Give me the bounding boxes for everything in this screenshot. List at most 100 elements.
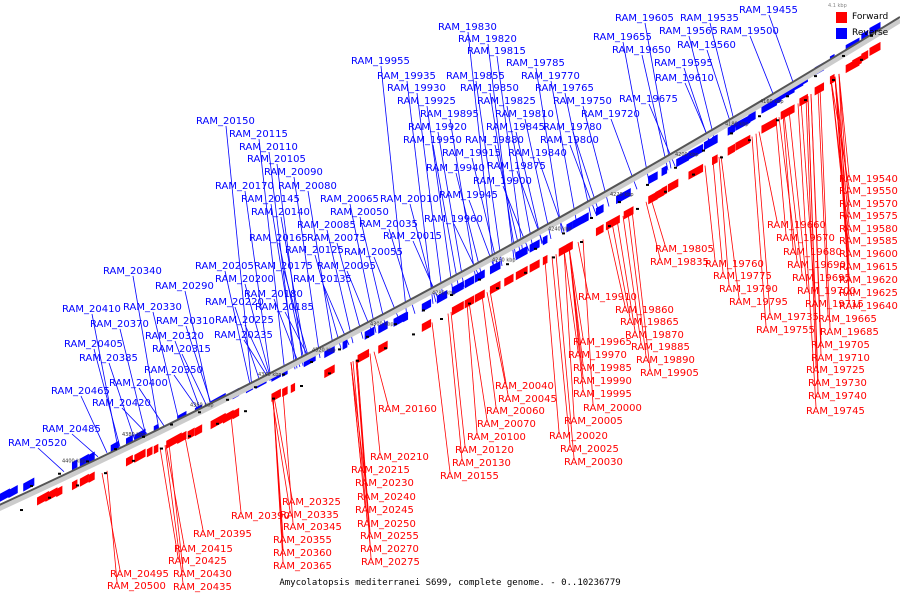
reverse-gene-label: RAM_20105 <box>247 154 306 165</box>
forward-gene-label: RAM_19580 <box>839 224 898 235</box>
axis-tick <box>114 448 117 451</box>
leader-line <box>631 210 651 370</box>
axis-tick <box>580 241 583 243</box>
forward-gene-label: RAM_19775 <box>713 271 772 282</box>
reverse-gene-label: RAM_19605 <box>615 13 674 24</box>
leader-line <box>37 447 65 473</box>
forward-gene-label: RAM_19705 <box>811 340 870 351</box>
forward-gene-label: RAM_20230 <box>355 478 414 489</box>
forward-gene-label: RAM_19725 <box>806 365 865 376</box>
leader-line <box>280 216 308 364</box>
reverse-gene-label: RAM_19930 <box>387 83 446 94</box>
reverse-gene <box>451 280 464 296</box>
forward-gene-label: RAM_20250 <box>357 519 416 530</box>
leader-line <box>184 436 204 531</box>
reverse-gene-label: RAM_19500 <box>720 26 779 37</box>
reverse-gene-label: RAM_20405 <box>64 339 123 350</box>
leader-line <box>838 73 850 176</box>
leader-line <box>555 254 575 459</box>
reverse-gene-label: RAM_20200 <box>215 274 274 285</box>
reverse-gene-label: RAM_20110 <box>239 142 298 153</box>
forward-gene <box>290 382 296 394</box>
leader-line <box>380 65 408 319</box>
forward-gene-label: RAM_19665 <box>818 314 877 325</box>
axis-tick <box>870 34 873 37</box>
leader-line <box>91 313 119 449</box>
leader-line <box>416 92 444 299</box>
leader-line <box>606 225 626 307</box>
leader-line <box>563 249 575 418</box>
leader-line <box>138 387 166 428</box>
forward-gene <box>282 386 288 398</box>
axis-tick <box>216 422 219 425</box>
reverse-gene-label: RAM_20320 <box>145 331 204 342</box>
leader-line <box>544 260 560 433</box>
axis-tick-label: 4160 kbp <box>760 99 784 105</box>
axis-tick <box>646 183 649 186</box>
reverse-gene <box>648 171 658 185</box>
axis-tick <box>636 207 639 210</box>
reverse-gene <box>676 152 689 168</box>
forward-gene-label: RAM_20365 <box>273 561 332 572</box>
axis-tick <box>552 256 555 259</box>
reverse-gene-label: RAM_19815 <box>467 46 526 57</box>
forward-gene <box>421 318 432 332</box>
forward-gene-label: RAM_19805 <box>655 244 714 255</box>
leader-line <box>582 239 594 405</box>
reverse-gene-label: RAM_19895 <box>420 109 479 120</box>
axis-tick <box>198 411 201 414</box>
reverse-gene-label: RAM_20095 <box>317 261 376 272</box>
forward-gene-label: RAM_20120 <box>455 445 514 456</box>
axis-tick <box>338 348 341 351</box>
forward-gene-label: RAM_20100 <box>467 432 526 443</box>
forward-gene-label: RAM_19625 <box>839 288 898 299</box>
axis-tick <box>450 294 453 296</box>
forward-gene <box>71 479 78 491</box>
leader-line <box>282 392 294 524</box>
axis-tick <box>786 95 789 98</box>
forward-gene <box>869 41 881 56</box>
legend-reverse: Reverse <box>836 26 888 40</box>
forward-gene-label: RAM_19710 <box>811 353 870 364</box>
forward-gene-label: RAM_19660 <box>767 220 826 231</box>
forward-gene <box>271 388 281 402</box>
reverse-gene <box>595 204 604 217</box>
forward-gene-label: RAM_20425 <box>168 556 227 567</box>
leader-line <box>349 203 377 333</box>
reverse-gene-label: RAM_19750 <box>553 96 612 107</box>
axis-line <box>0 16 900 506</box>
leader-line <box>224 270 252 390</box>
reverse-gene-label: RAM_20175 <box>254 261 313 272</box>
reverse-gene <box>616 188 631 205</box>
leader-line <box>268 151 296 370</box>
reverse-gene-label: RAM_20225 <box>215 315 274 326</box>
forward-gene <box>688 163 704 180</box>
axis-tick-label: 4360 kbp <box>190 402 214 408</box>
leader-line <box>768 14 796 88</box>
axis-tick <box>748 139 751 142</box>
leader-line <box>496 55 524 255</box>
reverse-gene-label: RAM_20050 <box>330 207 389 218</box>
reverse-gene-label: RAM_19845 <box>486 122 545 133</box>
leader-line <box>450 311 466 447</box>
forward-gene <box>451 300 464 316</box>
reverse-gene-label: RAM_20085 <box>297 220 356 231</box>
reverse-gene-label: RAM_19595 <box>654 58 713 69</box>
forward-gene-label: RAM_19640 <box>839 301 898 312</box>
reverse-gene-label: RAM_20340 <box>103 266 162 277</box>
legend-forward-label: Forward <box>852 12 889 22</box>
forward-gene-label: RAM_19615 <box>839 262 898 273</box>
reverse-gene <box>515 245 528 261</box>
forward-gene-label: RAM_20395 <box>193 529 252 540</box>
forward-gene-label: RAM_20215 <box>351 465 410 476</box>
reverse-gene-label: RAM_19655 <box>593 32 652 43</box>
reverse-gene <box>661 165 668 177</box>
reverse-gene-label: RAM_20420 <box>92 398 151 409</box>
leader-line <box>432 144 460 290</box>
reverse-gene-label: RAM_19830 <box>438 22 497 33</box>
forward-gene <box>623 206 634 220</box>
axis-tick <box>860 58 863 61</box>
forward-gene-label: RAM_19620 <box>839 275 898 286</box>
reverse-gene-label: RAM_20135 <box>293 274 352 285</box>
